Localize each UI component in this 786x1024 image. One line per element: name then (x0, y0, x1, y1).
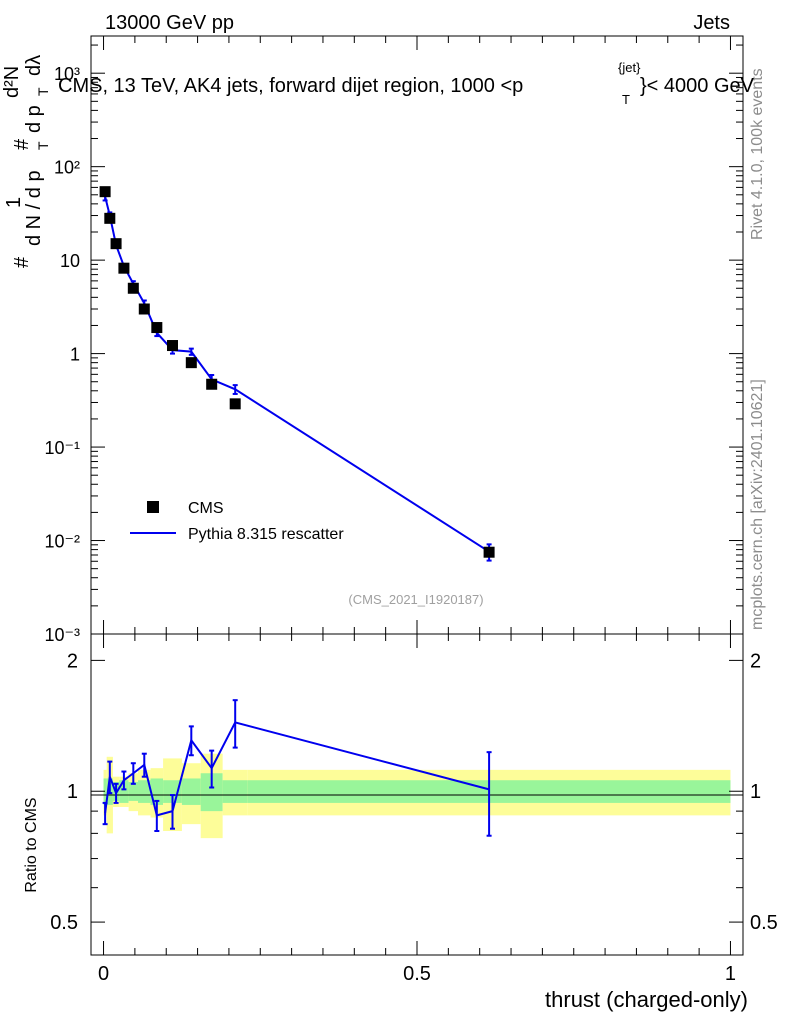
ratio-band-inner (103, 778, 107, 805)
lower-axis-ticks (91, 634, 743, 955)
plot-title: CMS, 13 TeV, AK4 jets, forward dijet reg… (58, 60, 755, 107)
xtick-label: 0 (98, 963, 109, 985)
ratio-band-inner (181, 778, 201, 805)
ratio-band-inner (128, 782, 139, 801)
legend-mc-label: Pythia 8.315 rescatter (188, 526, 344, 543)
lower-ylabel: Ratio to CMS (23, 797, 40, 892)
ylabel-main-sub: T (35, 141, 51, 150)
upper-ytick-label: 10⁻¹ (44, 438, 80, 458)
upper-ytick-label: 10 (60, 251, 80, 271)
cms-data-point (151, 322, 163, 334)
cms-data-point (185, 357, 197, 369)
mc-line (104, 196, 490, 553)
upper-ylabel: # d N / d p T 1 # d p T d²N dλ (1, 55, 51, 268)
ylabel-main: d N / d p (23, 170, 45, 246)
lower-ytick-label-right: 1 (750, 781, 761, 803)
cms-data-point (110, 238, 122, 250)
rivet-label: Rivet 4.1.0, 100k events (749, 68, 766, 240)
ratio-series (102, 699, 492, 837)
upper-ytick-labels: 10⁻³ 10⁻² 10⁻¹ 1 10 10² 10³ (44, 64, 80, 645)
ratio-bands (103, 753, 731, 839)
lower-ytick-label-right: 0.5 (750, 912, 778, 934)
title-sub: T (622, 92, 630, 107)
cms-data-point (99, 186, 111, 198)
upper-axis-ticks (91, 36, 743, 635)
legend-data-label: CMS (188, 500, 224, 517)
mc-ratio-line (104, 721, 490, 817)
x-axis-label: thrust (charged-only) (545, 987, 748, 1012)
mcplots-label: mcplots.cern.ch [arXiv:2401.10621] (749, 379, 766, 630)
upper-ytick-label: 10⁻³ (44, 625, 80, 645)
ylabel-frac2-sub: T (35, 87, 51, 96)
ratio-band-inner (119, 780, 129, 803)
cms-data-point (104, 212, 116, 224)
upper-ytick-label: 1 (70, 345, 80, 365)
ylabel-hash2: # (11, 138, 33, 150)
lower-ytick-label-right: 2 (750, 650, 761, 672)
xtick-label: 0.5 (403, 963, 431, 985)
cms-data-point (167, 340, 178, 352)
ylabel-frac-top: 1 (3, 197, 25, 208)
lower-ytick-label-left: 0.5 (50, 912, 78, 934)
analysis-id: (CMS_2021_I1920187) (348, 592, 483, 607)
legend-data-marker (147, 501, 159, 513)
upper-plot-frame (90, 35, 744, 635)
ratio-band-inner (138, 780, 151, 803)
cms-data-point (483, 546, 495, 558)
upper-series (99, 186, 495, 562)
legend: CMS Pythia 8.315 rescatter (130, 500, 344, 543)
category-label: Jets (693, 12, 730, 34)
lower-ytick-label-left: 2 (67, 650, 78, 672)
ratio-band-inner (150, 778, 164, 805)
ylabel-hash1: # (11, 256, 33, 268)
title-end: }< 4000 GeV (640, 75, 755, 97)
cms-data-point (206, 378, 218, 390)
lower-ytick-label-left: 1 (67, 781, 78, 803)
lower-ytick-labels: 0.5 0.5 1 1 2 2 (50, 650, 778, 934)
ratio-band-inner (200, 773, 223, 812)
title-sup: {jet} (618, 60, 641, 75)
ylabel-frac2: d p (23, 105, 45, 133)
cms-data-point (127, 282, 139, 294)
upper-ytick-label: 10⁻² (44, 532, 80, 552)
xtick-label: 1 (725, 963, 736, 985)
xtick-labels: 0 0.5 1 (98, 963, 736, 985)
cms-data-point (138, 303, 150, 315)
ylabel-dlambda: dλ (23, 55, 45, 76)
cms-data-point (118, 262, 130, 274)
energy-label: 13000 GeV pp (105, 12, 234, 34)
upper-ytick-label: 10³ (54, 64, 80, 84)
upper-ytick-label: 10² (54, 158, 80, 178)
ratio-band-inner (222, 780, 248, 803)
ylabel-d2n: d²N (1, 66, 23, 98)
title-text: CMS, 13 TeV, AK4 jets, forward dijet reg… (58, 75, 523, 97)
cms-data-point (229, 398, 241, 410)
